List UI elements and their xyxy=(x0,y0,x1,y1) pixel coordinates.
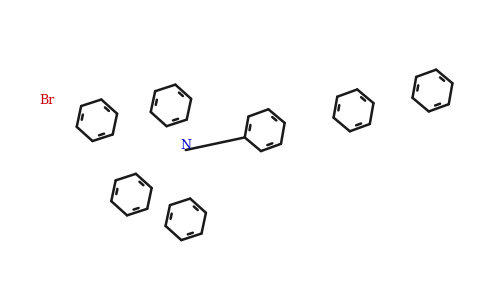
Text: Br: Br xyxy=(40,94,55,107)
Text: N: N xyxy=(180,139,191,152)
